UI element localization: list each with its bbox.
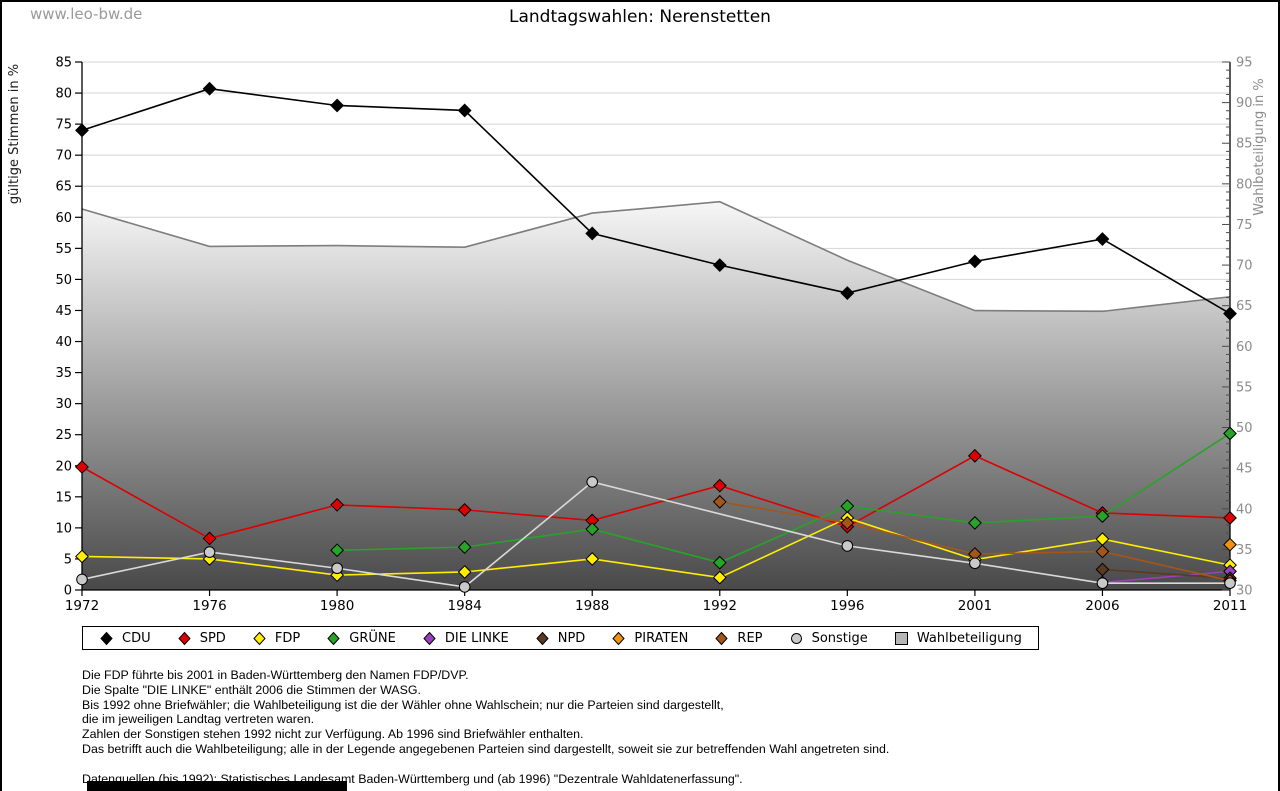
svg-text:75: 75: [55, 118, 72, 133]
footnote-line: Bis 1992 ohne Briefwähler; die Wahlbetei…: [82, 697, 724, 712]
chart-title: Landtagswahlen: Nerenstetten: [509, 7, 771, 27]
svg-text:85: 85: [1236, 137, 1253, 152]
series-sonstige: [76, 476, 1236, 593]
left-axis-title: gültige Stimmen in %: [7, 64, 22, 204]
legend-item-spd: SPD: [177, 631, 226, 646]
diamond-marker-icon: [253, 631, 266, 645]
svg-text:10: 10: [55, 521, 72, 536]
footnote-line: die im jeweiligen Landtag vertreten ware…: [82, 712, 315, 727]
legend-label: NPD: [557, 630, 586, 646]
svg-text:25: 25: [55, 428, 72, 443]
svg-text:20: 20: [55, 459, 72, 474]
svg-text:85: 85: [55, 56, 72, 71]
diamond-marker-icon: [536, 631, 549, 645]
svg-text:2011: 2011: [1213, 598, 1247, 614]
svg-text:75: 75: [1236, 218, 1253, 233]
svg-text:60: 60: [55, 211, 72, 226]
svg-text:1972: 1972: [65, 598, 99, 614]
series-cdu: [75, 81, 1237, 321]
series-wahlbeteiligung-area: [81, 200, 1231, 590]
svg-text:45: 45: [55, 304, 72, 319]
diamond-marker-icon: [327, 631, 340, 645]
right-axis-title: Wahlbeteiligung in %: [1252, 78, 1267, 215]
svg-text:55: 55: [55, 242, 72, 257]
diamond-marker-icon: [178, 631, 191, 645]
svg-text:80: 80: [55, 87, 72, 102]
legend-item-wahlbeteiligung: Wahlbeteiligung: [894, 631, 1022, 646]
svg-text:1988: 1988: [575, 598, 609, 614]
svg-text:80: 80: [1236, 177, 1253, 192]
svg-text:2001: 2001: [958, 598, 992, 614]
bottom-banner-bar: [87, 781, 347, 791]
svg-text:0: 0: [64, 584, 72, 599]
svg-text:70: 70: [55, 149, 72, 164]
svg-text:45: 45: [1236, 462, 1253, 477]
chart-footnotes: Die FDP führte bis 2001 in Baden-Württem…: [82, 668, 1212, 786]
svg-text:60: 60: [1236, 340, 1253, 355]
svg-text:35: 35: [1236, 543, 1253, 558]
svg-text:95: 95: [1236, 56, 1253, 71]
svg-text:40: 40: [1236, 502, 1253, 517]
svg-text:65: 65: [1236, 299, 1253, 314]
legend-item-rep: REP: [714, 630, 763, 646]
series-grüne: [330, 426, 1237, 570]
legend-item-piraten: PIRATEN: [611, 631, 688, 646]
legend-item-sonstige: Sonstige: [789, 631, 868, 646]
legend-label: PIRATEN: [634, 630, 689, 646]
footnote-line: Das betrifft auch die Wahlbeteiligung; a…: [82, 741, 890, 756]
legend-label: DIE LINKE: [444, 630, 509, 646]
svg-text:15: 15: [55, 490, 72, 505]
svg-text:2006: 2006: [1085, 598, 1119, 614]
series-piraten: [1223, 537, 1237, 552]
svg-text:1980: 1980: [320, 598, 354, 614]
right-axis-ticks: 30 35 40 45 50 55 60 65 70 75 80 85 90 95: [1222, 56, 1253, 599]
legend-item-cdu: CDU: [99, 631, 151, 646]
svg-text:30: 30: [1236, 584, 1253, 599]
election-line-chart: 0 5 10 15 20 25 30 35 40 45 50 55 60 65 70 75 80 85 30 35 40…: [7, 56, 1267, 615]
legend-item-fdp: FDP: [252, 631, 300, 646]
legend-label: FDP: [274, 630, 301, 646]
footnote-line: Zahlen der Sonstigen stehen 1992 nicht z…: [82, 727, 584, 742]
svg-text:55: 55: [1236, 380, 1253, 395]
legend-label: SPD: [199, 630, 226, 646]
legend-item-npd: NPD: [535, 630, 586, 646]
svg-text:30: 30: [55, 397, 72, 412]
x-axis-ticks: 1972 1976 1980 1984 1988 1992 1996 2001 2006 2011: [65, 590, 1247, 614]
axes: [81, 62, 1231, 591]
svg-text:35: 35: [55, 366, 72, 381]
svg-text:1996: 1996: [830, 598, 864, 614]
circle-marker-icon: [790, 632, 802, 644]
chart-legend: CDU SPD FDP GRÜNE DIE LINKE NPD PIRATEN REP Sons…: [82, 626, 1039, 650]
svg-text:1992: 1992: [703, 598, 737, 614]
site-watermark: www.leo-bw.de: [30, 5, 143, 23]
diamond-marker-icon: [612, 631, 626, 645]
legend-label: Wahlbeteiligung: [916, 630, 1022, 646]
svg-text:50: 50: [1236, 421, 1253, 436]
legend-label: Sonstige: [811, 630, 868, 646]
square-marker-icon: [894, 631, 908, 645]
footnote-line: [82, 757, 1212, 772]
svg-text:5: 5: [64, 552, 72, 567]
svg-text:1984: 1984: [447, 598, 481, 614]
legend-item-die-linke: DIE LINKE: [422, 631, 509, 646]
svg-text:1976: 1976: [192, 598, 226, 614]
diamond-marker-icon: [423, 631, 436, 645]
svg-text:70: 70: [1236, 259, 1253, 274]
legend-item-grüne: GRÜNE: [326, 631, 396, 646]
svg-text:40: 40: [55, 335, 72, 350]
legend-label: REP: [737, 630, 763, 646]
legend-label: GRÜNE: [349, 630, 396, 646]
svg-text:65: 65: [55, 180, 72, 195]
left-axis-ticks: 0 5 10 15 20 25 30 35 40 45 50 55 60 65 70 75 80 85: [55, 56, 82, 599]
diamond-marker-icon: [715, 631, 729, 645]
svg-text:90: 90: [1236, 96, 1253, 111]
footnote-line: Die Spalte "DIE LINKE" enthält 2006 die …: [82, 682, 421, 697]
diamond-marker-icon: [100, 631, 113, 645]
footnote-line: Die FDP führte bis 2001 in Baden-Württem…: [82, 668, 469, 682]
legend-label: CDU: [122, 630, 151, 646]
svg-text:50: 50: [55, 273, 72, 288]
